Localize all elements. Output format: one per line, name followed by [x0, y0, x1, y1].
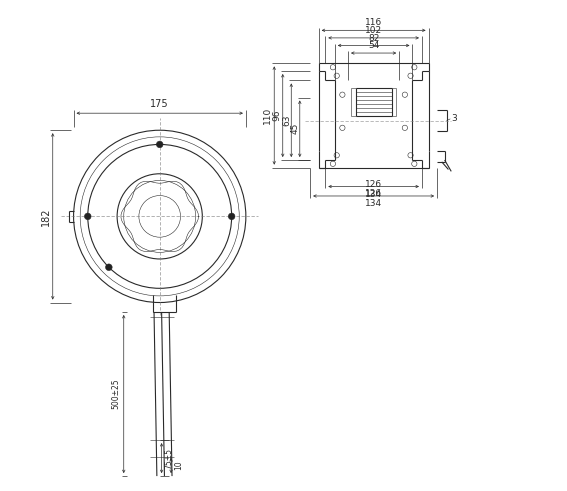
Text: 116: 116 [365, 19, 382, 27]
Text: 126: 126 [365, 180, 382, 190]
Text: 102: 102 [365, 26, 382, 35]
Text: 126: 126 [365, 190, 382, 198]
Circle shape [229, 213, 235, 219]
Text: 3: 3 [451, 114, 457, 123]
Text: 134: 134 [365, 190, 382, 199]
Text: 96: 96 [273, 110, 282, 121]
Circle shape [105, 264, 112, 271]
Text: 82: 82 [368, 33, 379, 43]
Text: 54: 54 [368, 41, 379, 50]
Text: 182: 182 [41, 207, 51, 226]
Text: 110: 110 [263, 107, 272, 124]
Text: 500±25: 500±25 [112, 379, 121, 409]
Text: 75±5: 75±5 [164, 448, 174, 468]
Circle shape [156, 141, 163, 148]
Text: 63: 63 [282, 114, 291, 126]
Text: 45: 45 [290, 123, 299, 135]
Text: 10: 10 [174, 461, 183, 470]
Text: 134: 134 [365, 199, 382, 208]
Text: 175: 175 [150, 99, 169, 109]
Circle shape [84, 213, 91, 219]
